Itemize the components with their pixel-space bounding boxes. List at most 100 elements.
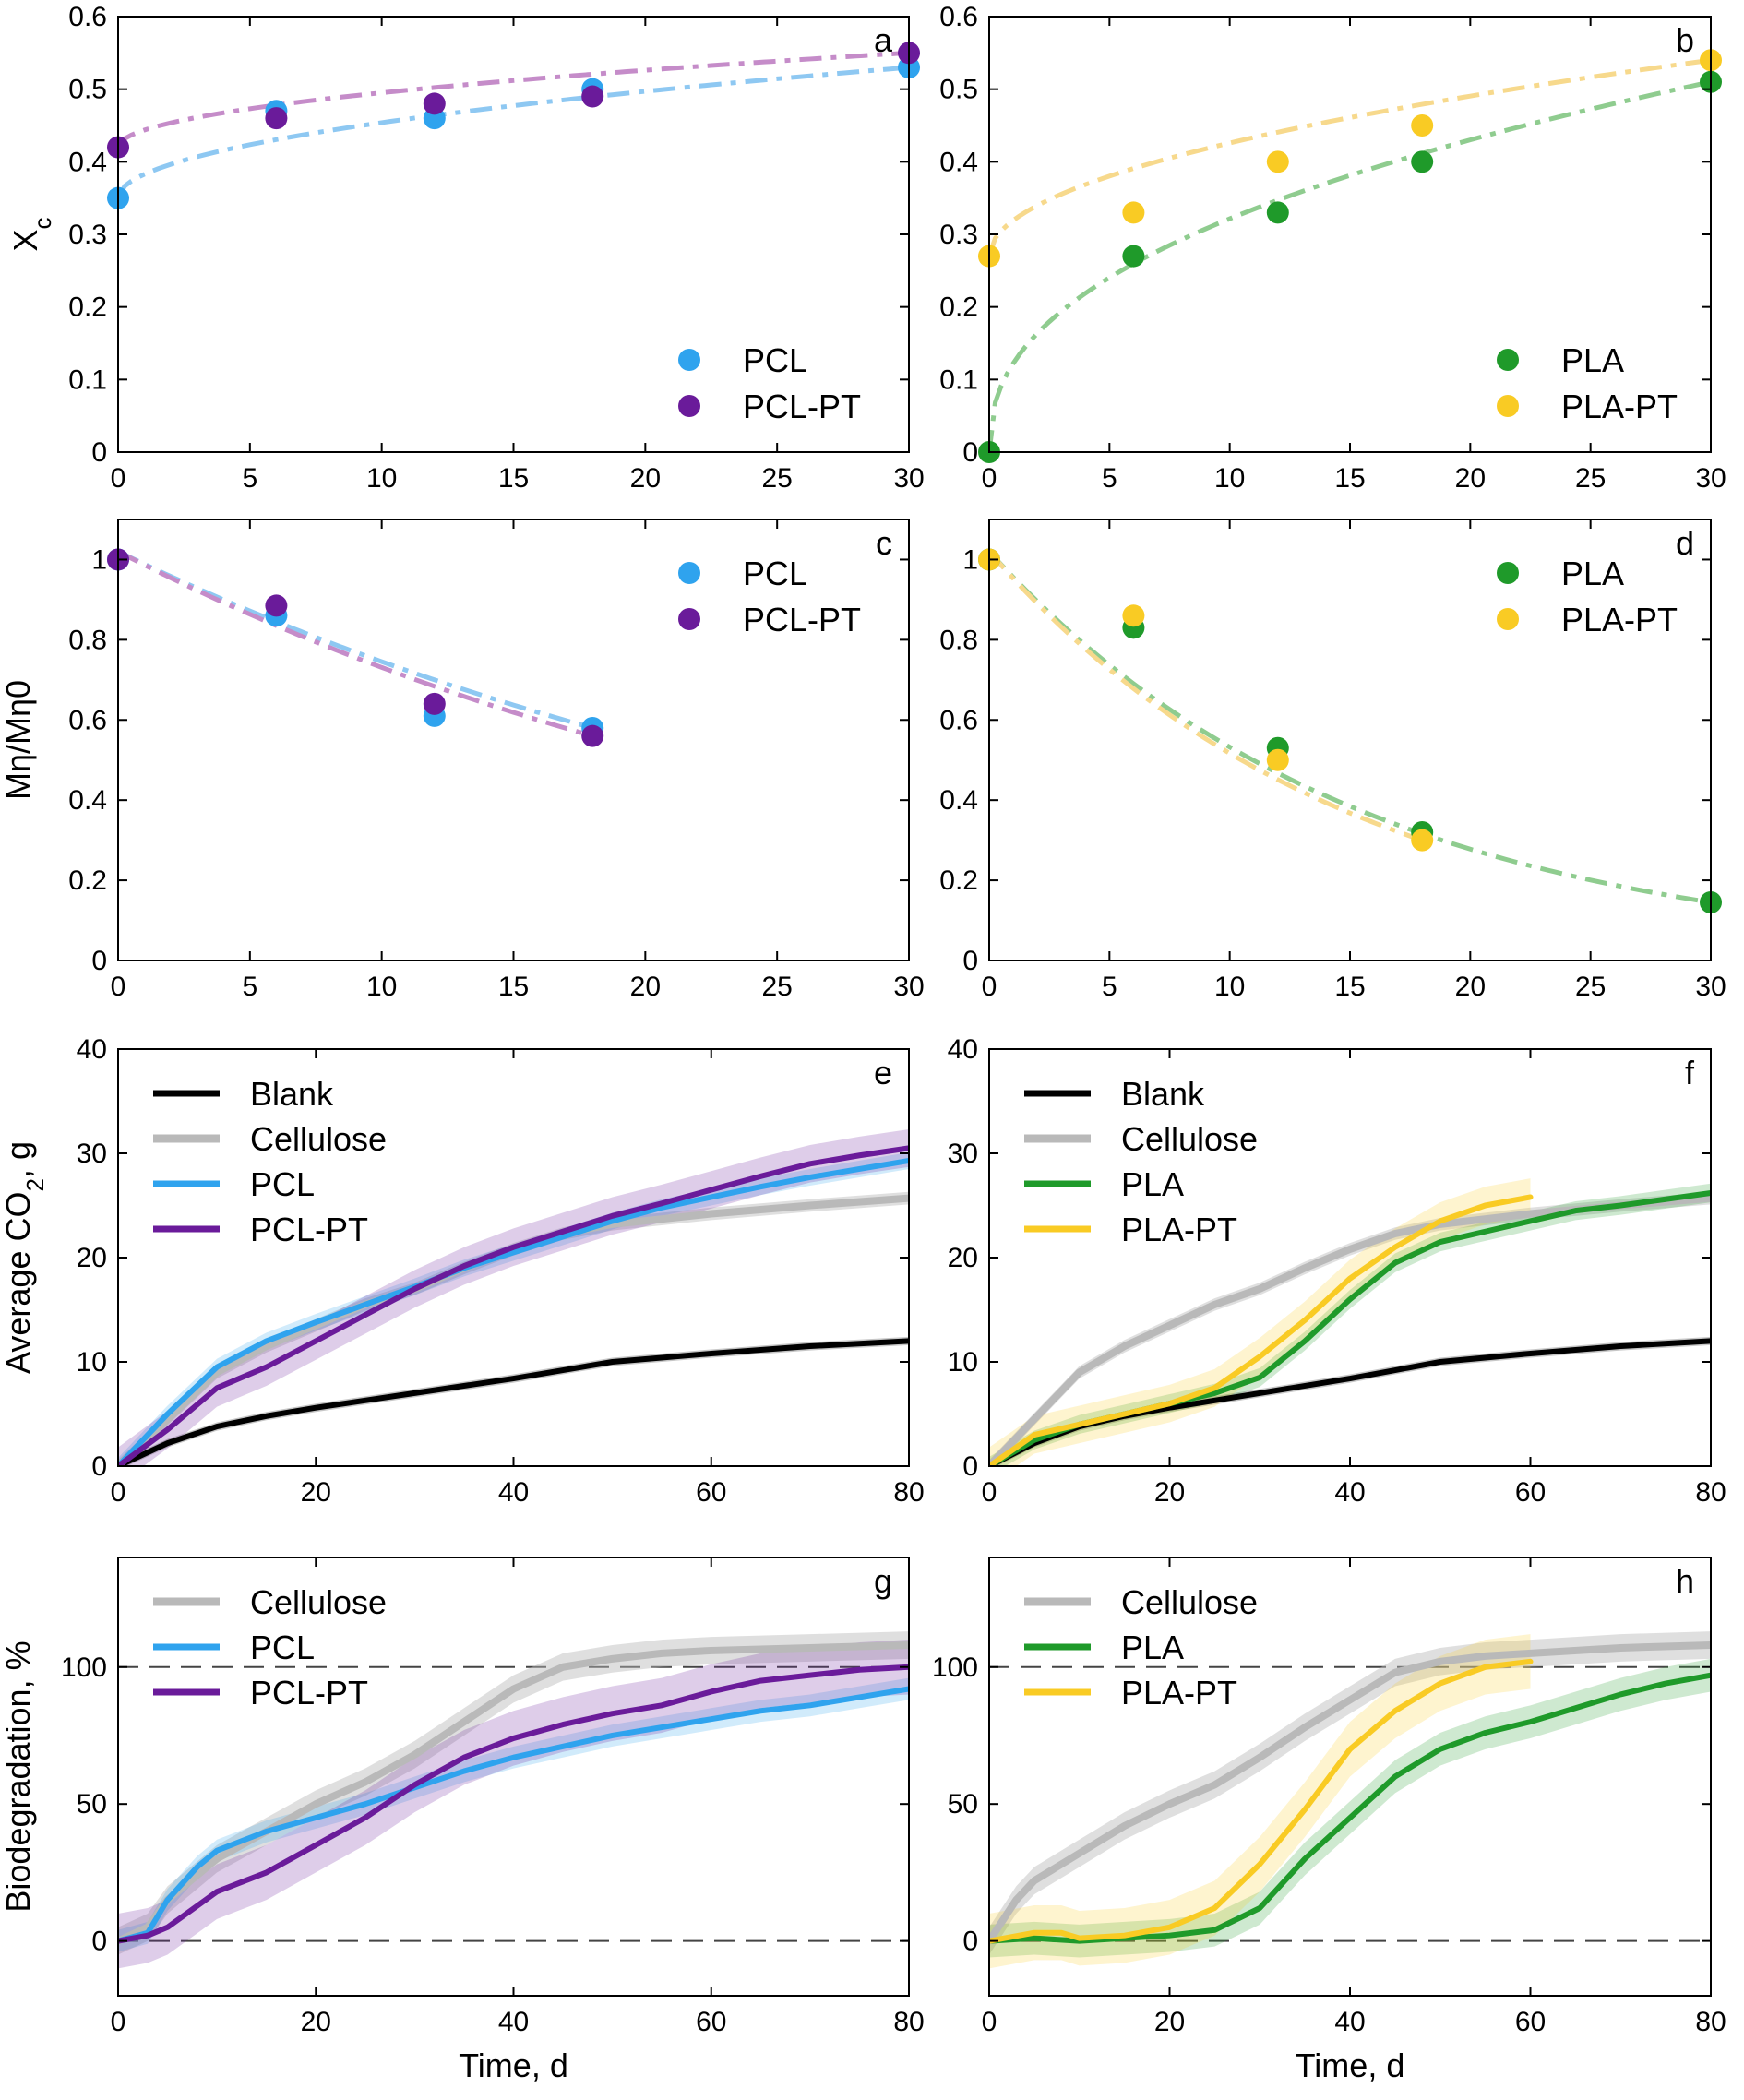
x-tick-label: 20 bbox=[1455, 463, 1486, 494]
x-tick-label: 5 bbox=[242, 972, 257, 1002]
panel-c: 0 5 10 15 20 25 30 0 0.2 0.4 0.6 0.8 1 c Mη/Mη0 PCL PCL-… bbox=[0, 519, 925, 1002]
legend-marker-PLA bbox=[1497, 349, 1519, 371]
y-tick-label: 30 bbox=[77, 1139, 107, 1169]
y-tick-label: 0.1 bbox=[68, 364, 107, 395]
x-tick-label: 10 bbox=[1214, 972, 1245, 1002]
axes-frame-g bbox=[117, 1557, 910, 1997]
legend-label-PCL: PCL bbox=[250, 1629, 315, 1666]
legend-label-PCL: PCL bbox=[250, 1165, 315, 1203]
x-tick-label: 30 bbox=[1695, 972, 1726, 1002]
y-tick-label: 20 bbox=[948, 1243, 978, 1273]
legend-marker-PLA-PT bbox=[1497, 395, 1519, 417]
y-tick-label: 100 bbox=[61, 1653, 107, 1683]
x-tick-label: 0 bbox=[982, 1477, 997, 1508]
legend: Cellulose PCL PCL-PT bbox=[153, 1583, 387, 1712]
series-line-Blank bbox=[118, 1338, 909, 1466]
x-tick-label: 40 bbox=[498, 1477, 529, 1508]
series-line-PLA-PT bbox=[989, 1194, 1534, 1466]
y-tick-label: 0 bbox=[962, 1451, 978, 1482]
point-PCL-PT-18 bbox=[581, 724, 604, 747]
legend-marker-PCL-PT bbox=[678, 395, 700, 417]
panel-label: a bbox=[874, 21, 893, 59]
y-tick-label: 0.6 bbox=[68, 2, 107, 32]
panel-label: f bbox=[1685, 1054, 1695, 1092]
legend-marker-PLA-PT bbox=[1497, 608, 1519, 630]
point-PLA-PT-18 bbox=[1411, 829, 1434, 852]
y-tick-label: 0 bbox=[962, 946, 978, 976]
series-line-Cellulose bbox=[989, 1641, 1711, 1945]
fit-curve-PCL bbox=[118, 549, 593, 731]
legend: PLA PLA-PT bbox=[1497, 555, 1678, 638]
x-tick-label: 15 bbox=[498, 972, 529, 1002]
legend-marker-PCL-PT bbox=[678, 608, 700, 630]
legend-marker-PCL bbox=[678, 562, 700, 584]
x-tick-label: 20 bbox=[1154, 1477, 1185, 1508]
panel-label: g bbox=[874, 1562, 892, 1600]
y-tick-label: 0.6 bbox=[68, 705, 107, 735]
plot-area-e bbox=[118, 1129, 909, 1466]
x-tick-label: 0 bbox=[111, 2007, 126, 2037]
x-tick-label: 15 bbox=[1334, 463, 1365, 494]
y-tick-label: 40 bbox=[77, 1034, 107, 1065]
x-tick-label: 80 bbox=[1695, 1477, 1726, 1508]
fit-curve-PLA bbox=[989, 550, 1711, 905]
x-tick-label: 25 bbox=[761, 972, 792, 1002]
legend-label-PCL-PT: PCL-PT bbox=[743, 601, 861, 638]
series-line-PLA-PT bbox=[989, 1658, 1534, 1944]
x-tick-label: 20 bbox=[301, 2007, 331, 2037]
y-tick-label: 1 bbox=[91, 544, 107, 575]
point-PCL-PT-12 bbox=[423, 692, 446, 715]
x-tick-label: 0 bbox=[982, 972, 997, 1002]
legend-label-PLA: PLA bbox=[1561, 555, 1624, 592]
band-Cellulose bbox=[118, 1631, 909, 1955]
y-tick-label: 0 bbox=[962, 1927, 978, 1957]
point-PLA-12 bbox=[1266, 201, 1289, 224]
y-tick-label: 0.6 bbox=[939, 2, 978, 32]
legend-label-PCL: PCL bbox=[743, 555, 807, 592]
y-tick-label: 0.1 bbox=[939, 364, 978, 395]
legend-label-Cellulose: Cellulose bbox=[250, 1120, 387, 1158]
series-line-PCL-PT bbox=[118, 1145, 909, 1466]
x-tick-label: 0 bbox=[111, 972, 126, 1002]
x-tick-label: 5 bbox=[1102, 463, 1117, 494]
panel-h: 0 20 40 60 80 0 50 100 h Time, d Cellulose PLA PLA-P… bbox=[932, 1557, 1726, 2084]
legend-label-PLA: PLA bbox=[1121, 1629, 1184, 1666]
fit-curve-PCL-PT bbox=[118, 549, 593, 739]
legend: PCL PCL-PT bbox=[678, 341, 861, 425]
x-tick-label: 60 bbox=[1515, 1477, 1546, 1508]
x-tick-label: 25 bbox=[1575, 972, 1606, 1002]
point-PLA-PT-12 bbox=[1266, 748, 1289, 771]
legend-label-PCL-PT: PCL-PT bbox=[743, 388, 861, 425]
y-axis-label: Average CO2, g bbox=[0, 1141, 49, 1374]
x-tick-label: 20 bbox=[630, 463, 661, 494]
band-PLA bbox=[989, 1658, 1711, 1958]
legend: Blank Cellulose PLA PLA-PT bbox=[1024, 1075, 1258, 1248]
point-PCL-PT-18 bbox=[581, 85, 604, 108]
legend-marker-PLA bbox=[1497, 562, 1519, 584]
legend-label-PLA-PT: PLA-PT bbox=[1561, 601, 1678, 638]
x-tick-label: 15 bbox=[1334, 972, 1365, 1002]
legend-label-PCL-PT: PCL-PT bbox=[250, 1211, 368, 1248]
x-axis-label: Time, d bbox=[1296, 2046, 1405, 2084]
panel-label: c bbox=[876, 524, 892, 562]
x-tick-label: 80 bbox=[1695, 2007, 1726, 2037]
x-tick-label: 20 bbox=[1455, 972, 1486, 1002]
point-PLA-PT-6 bbox=[1122, 604, 1145, 627]
legend: Blank Cellulose PCL PCL-PT bbox=[153, 1075, 387, 1248]
y-tick-label: 10 bbox=[77, 1347, 107, 1378]
x-tick-label: 0 bbox=[982, 463, 997, 494]
y-tick-label: 0.3 bbox=[68, 220, 107, 250]
x-tick-label: 80 bbox=[893, 1477, 924, 1508]
x-tick-label: 0 bbox=[982, 2007, 997, 2037]
legend-label-PLA-PT: PLA-PT bbox=[1561, 388, 1678, 425]
y-tick-label: 0.4 bbox=[939, 785, 978, 816]
panel-e: 0 20 40 60 80 0 10 20 30 40 e Average CO2, g Blank Ce… bbox=[0, 1034, 925, 1508]
x-tick-label: 20 bbox=[301, 1477, 331, 1508]
panel-label: b bbox=[1676, 21, 1694, 59]
point-PCL-PT-12 bbox=[423, 92, 446, 115]
x-tick-label: 20 bbox=[1154, 2007, 1185, 2037]
legend-label-Cellulose: Cellulose bbox=[1121, 1583, 1258, 1621]
x-tick-label: 40 bbox=[1334, 2007, 1365, 2037]
